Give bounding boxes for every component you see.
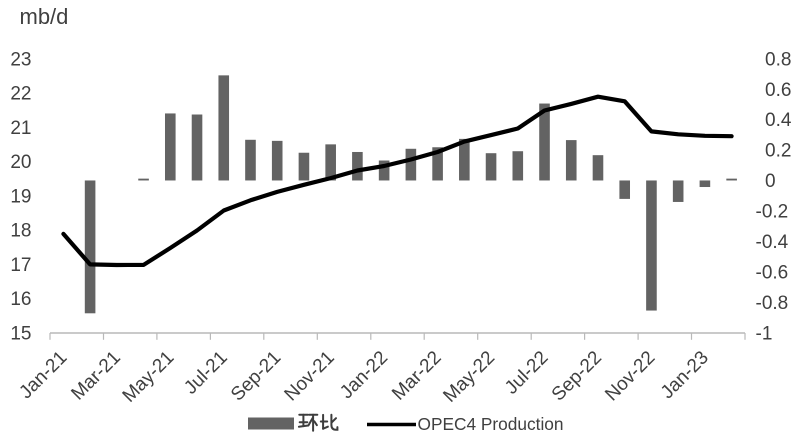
svg-text:23: 23: [10, 49, 31, 70]
svg-text:-1: -1: [756, 324, 773, 345]
svg-text:19: 19: [10, 186, 31, 207]
svg-text:0.4: 0.4: [765, 110, 792, 131]
svg-text:17: 17: [10, 255, 31, 276]
svg-text:20: 20: [10, 152, 31, 173]
svg-text:0.2: 0.2: [765, 141, 791, 162]
svg-text:22: 22: [10, 84, 31, 105]
svg-text:mb/d: mb/d: [20, 4, 69, 29]
svg-text:21: 21: [10, 118, 31, 139]
svg-text:-0.8: -0.8: [756, 293, 789, 314]
svg-text:-0.6: -0.6: [756, 263, 789, 284]
svg-text:16: 16: [10, 289, 31, 310]
svg-text:OPEC4 Production: OPEC4 Production: [418, 414, 564, 434]
svg-text:-0.4: -0.4: [756, 232, 789, 253]
svg-text:0.8: 0.8: [765, 49, 791, 70]
svg-text:0: 0: [765, 171, 776, 192]
svg-text:15: 15: [10, 324, 31, 345]
svg-text:-0.2: -0.2: [756, 202, 789, 223]
svg-text:0.6: 0.6: [765, 80, 791, 101]
svg-text:18: 18: [10, 221, 31, 242]
